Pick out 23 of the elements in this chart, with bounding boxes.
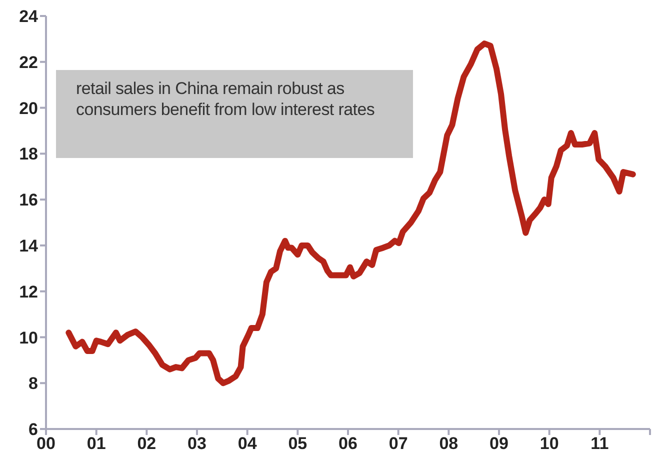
- x-tick-label: 09: [490, 434, 508, 454]
- note-box: retail sales in China remain robust as consumers benefit from low interest rates: [56, 70, 413, 158]
- x-tick-label: 02: [137, 434, 156, 454]
- y-tick-label: 18: [19, 144, 38, 164]
- y-tick-label: 12: [19, 282, 38, 302]
- x-tick-label: 10: [540, 434, 559, 454]
- y-tick-label: 8: [28, 374, 38, 394]
- x-tick-label: 00: [36, 434, 56, 454]
- y-tick-label: 6: [28, 420, 38, 440]
- x-tick-label: 07: [388, 434, 408, 454]
- y-tick-label: 24: [19, 7, 39, 26]
- x-tick-label: 01: [86, 434, 106, 454]
- x-tick-label: 08: [439, 434, 458, 454]
- y-tick-label: 10: [19, 328, 38, 348]
- x-tick-label: 04: [238, 434, 258, 454]
- x-tick-label: 05: [288, 434, 308, 454]
- x-tick-label: 11: [590, 434, 609, 454]
- y-tick-label: 20: [19, 98, 38, 118]
- y-tick-label: 22: [19, 52, 38, 72]
- y-tick-label: 16: [19, 190, 38, 210]
- y-tick-label: 14: [19, 236, 39, 256]
- x-tick-label: 03: [188, 434, 206, 454]
- x-tick-label: 06: [338, 434, 358, 454]
